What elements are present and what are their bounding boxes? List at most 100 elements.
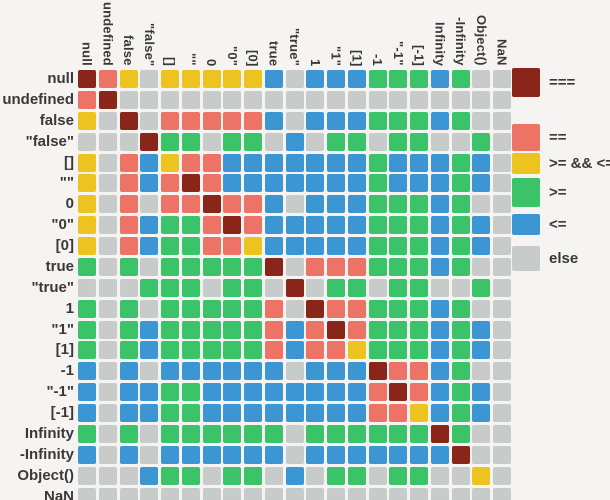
matrix-cell — [472, 299, 491, 318]
matrix-cell — [181, 132, 200, 151]
matrix-cell — [244, 404, 263, 423]
matrix-cell — [264, 278, 283, 297]
matrix-cell — [223, 487, 242, 500]
column-header-text: "true" — [287, 27, 303, 66]
matrix-cell — [327, 404, 346, 423]
matrix-cell — [368, 341, 387, 360]
matrix-cell — [202, 70, 221, 88]
matrix-cell — [119, 278, 138, 297]
column-header-text: Infinity — [432, 21, 448, 66]
matrix-cell — [306, 424, 325, 443]
matrix-cell — [78, 90, 96, 109]
matrix-cell — [285, 216, 304, 235]
matrix-cell — [430, 90, 449, 109]
row-header: "false" — [25, 132, 74, 150]
row-header: [-1] — [50, 404, 74, 422]
matrix-cell — [78, 299, 96, 318]
matrix-cell — [368, 257, 387, 276]
matrix-cell — [306, 257, 325, 276]
matrix-cell — [78, 111, 96, 130]
matrix-cell — [472, 111, 491, 130]
matrix-cell — [327, 299, 346, 318]
matrix-cell — [161, 341, 180, 360]
matrix-cell — [223, 299, 242, 318]
matrix-cell — [493, 153, 512, 172]
column-header: undefined — [97, 0, 118, 66]
matrix-cell — [368, 445, 387, 464]
matrix-cell — [98, 299, 117, 318]
matrix-cell — [410, 466, 429, 485]
matrix-cell — [493, 320, 512, 339]
matrix-cell — [140, 320, 159, 339]
matrix-cell — [347, 362, 366, 381]
legend-label-loose-equal: == — [549, 128, 567, 146]
matrix-cell — [306, 487, 325, 500]
matrix-cell — [140, 299, 159, 318]
column-header: 1 — [305, 0, 326, 66]
matrix-cell — [430, 383, 449, 402]
matrix-cell — [347, 320, 366, 339]
column-header-text: -Infinity — [453, 17, 469, 66]
matrix-cell — [389, 70, 408, 88]
column-header: [-1] — [409, 0, 430, 66]
matrix-cell — [264, 70, 283, 88]
matrix-cell — [389, 90, 408, 109]
matrix-cell — [98, 383, 117, 402]
matrix-cell — [161, 320, 180, 339]
matrix-cell — [347, 90, 366, 109]
matrix-cell — [78, 132, 96, 151]
matrix-cell — [161, 466, 180, 485]
row-header: [1] — [55, 341, 74, 359]
matrix-cell — [389, 257, 408, 276]
matrix-cell — [264, 404, 283, 423]
column-header: false — [118, 0, 139, 66]
matrix-cell — [410, 383, 429, 402]
matrix-cell — [410, 153, 429, 172]
matrix-cell — [244, 70, 263, 88]
matrix-cell — [368, 383, 387, 402]
matrix-cell — [78, 216, 96, 235]
matrix-cell — [306, 341, 325, 360]
matrix-cell — [410, 299, 429, 318]
matrix-cell — [223, 90, 242, 109]
legend-swatch-else — [512, 246, 540, 271]
matrix-cell — [327, 70, 346, 88]
matrix-cell — [119, 299, 138, 318]
matrix-cell — [451, 362, 470, 381]
matrix-cell — [181, 341, 200, 360]
matrix-cell — [264, 216, 283, 235]
matrix-cell — [181, 70, 200, 88]
column-header: Object() — [471, 0, 492, 66]
matrix-cell — [181, 90, 200, 109]
matrix-cell — [389, 383, 408, 402]
matrix-cell — [140, 70, 159, 88]
matrix-cell — [264, 132, 283, 151]
row-header: "" — [59, 174, 74, 192]
matrix-cell — [244, 383, 263, 402]
matrix-cell — [327, 487, 346, 500]
matrix-cell — [98, 237, 117, 256]
matrix-cell — [451, 111, 470, 130]
column-header-text: [] — [162, 56, 178, 66]
matrix-cell — [493, 70, 512, 88]
matrix-cell — [451, 216, 470, 235]
matrix-cell — [410, 257, 429, 276]
matrix-cell — [472, 257, 491, 276]
matrix-cell — [472, 424, 491, 443]
matrix-cell — [119, 153, 138, 172]
matrix-cell — [98, 362, 117, 381]
matrix-cell — [98, 216, 117, 235]
matrix-cell — [181, 237, 200, 256]
matrix-cell — [368, 153, 387, 172]
matrix-cell — [430, 362, 449, 381]
matrix-cell — [78, 195, 96, 214]
matrix-cell — [493, 404, 512, 423]
matrix-cell — [472, 174, 491, 193]
matrix-cell — [161, 362, 180, 381]
matrix-cell — [244, 132, 263, 151]
matrix-cell — [493, 132, 512, 151]
matrix-cell — [410, 487, 429, 500]
matrix-cell — [306, 153, 325, 172]
matrix-cell — [285, 487, 304, 500]
matrix-cell — [119, 362, 138, 381]
